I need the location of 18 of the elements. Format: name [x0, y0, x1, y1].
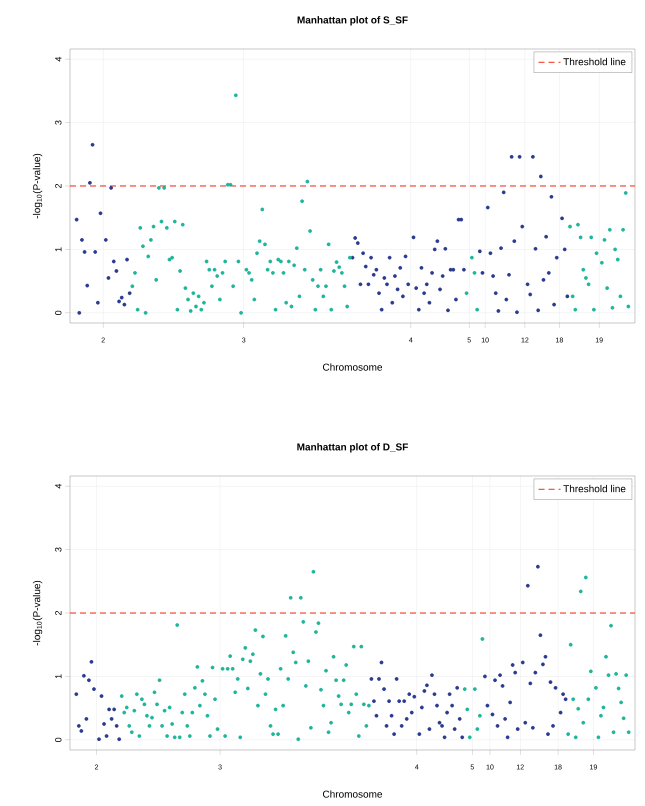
y-tick-label: 4 — [55, 484, 62, 488]
y-tick-label: 1 — [55, 247, 62, 252]
y-tick-label: 0 — [55, 738, 62, 742]
x-axis-title: Chromosome — [322, 790, 382, 798]
y-tick-label: 3 — [55, 120, 62, 125]
legend-label: Threshold line — [563, 58, 626, 66]
y-axis-title: -log$_{10}$(P-value) — [32, 154, 42, 218]
y-tick-label: 1 — [55, 674, 62, 678]
legend-label: Threshold line — [563, 484, 626, 492]
y-axis-title: -log$_{10}$(P-value) — [32, 580, 42, 646]
chart-title: Manhattan plot of S_SF — [298, 16, 408, 26]
y-tick-label: 2 — [55, 610, 62, 616]
chart-title: Manhattan plot of D_SF — [297, 443, 408, 452]
y-tick-label: 0 — [55, 310, 62, 316]
y-tick-label: 4 — [55, 56, 62, 62]
y-tick-label: 3 — [55, 547, 62, 552]
y-tick-label: 2 — [55, 184, 62, 188]
x-axis-title: Chromosome — [322, 363, 382, 371]
